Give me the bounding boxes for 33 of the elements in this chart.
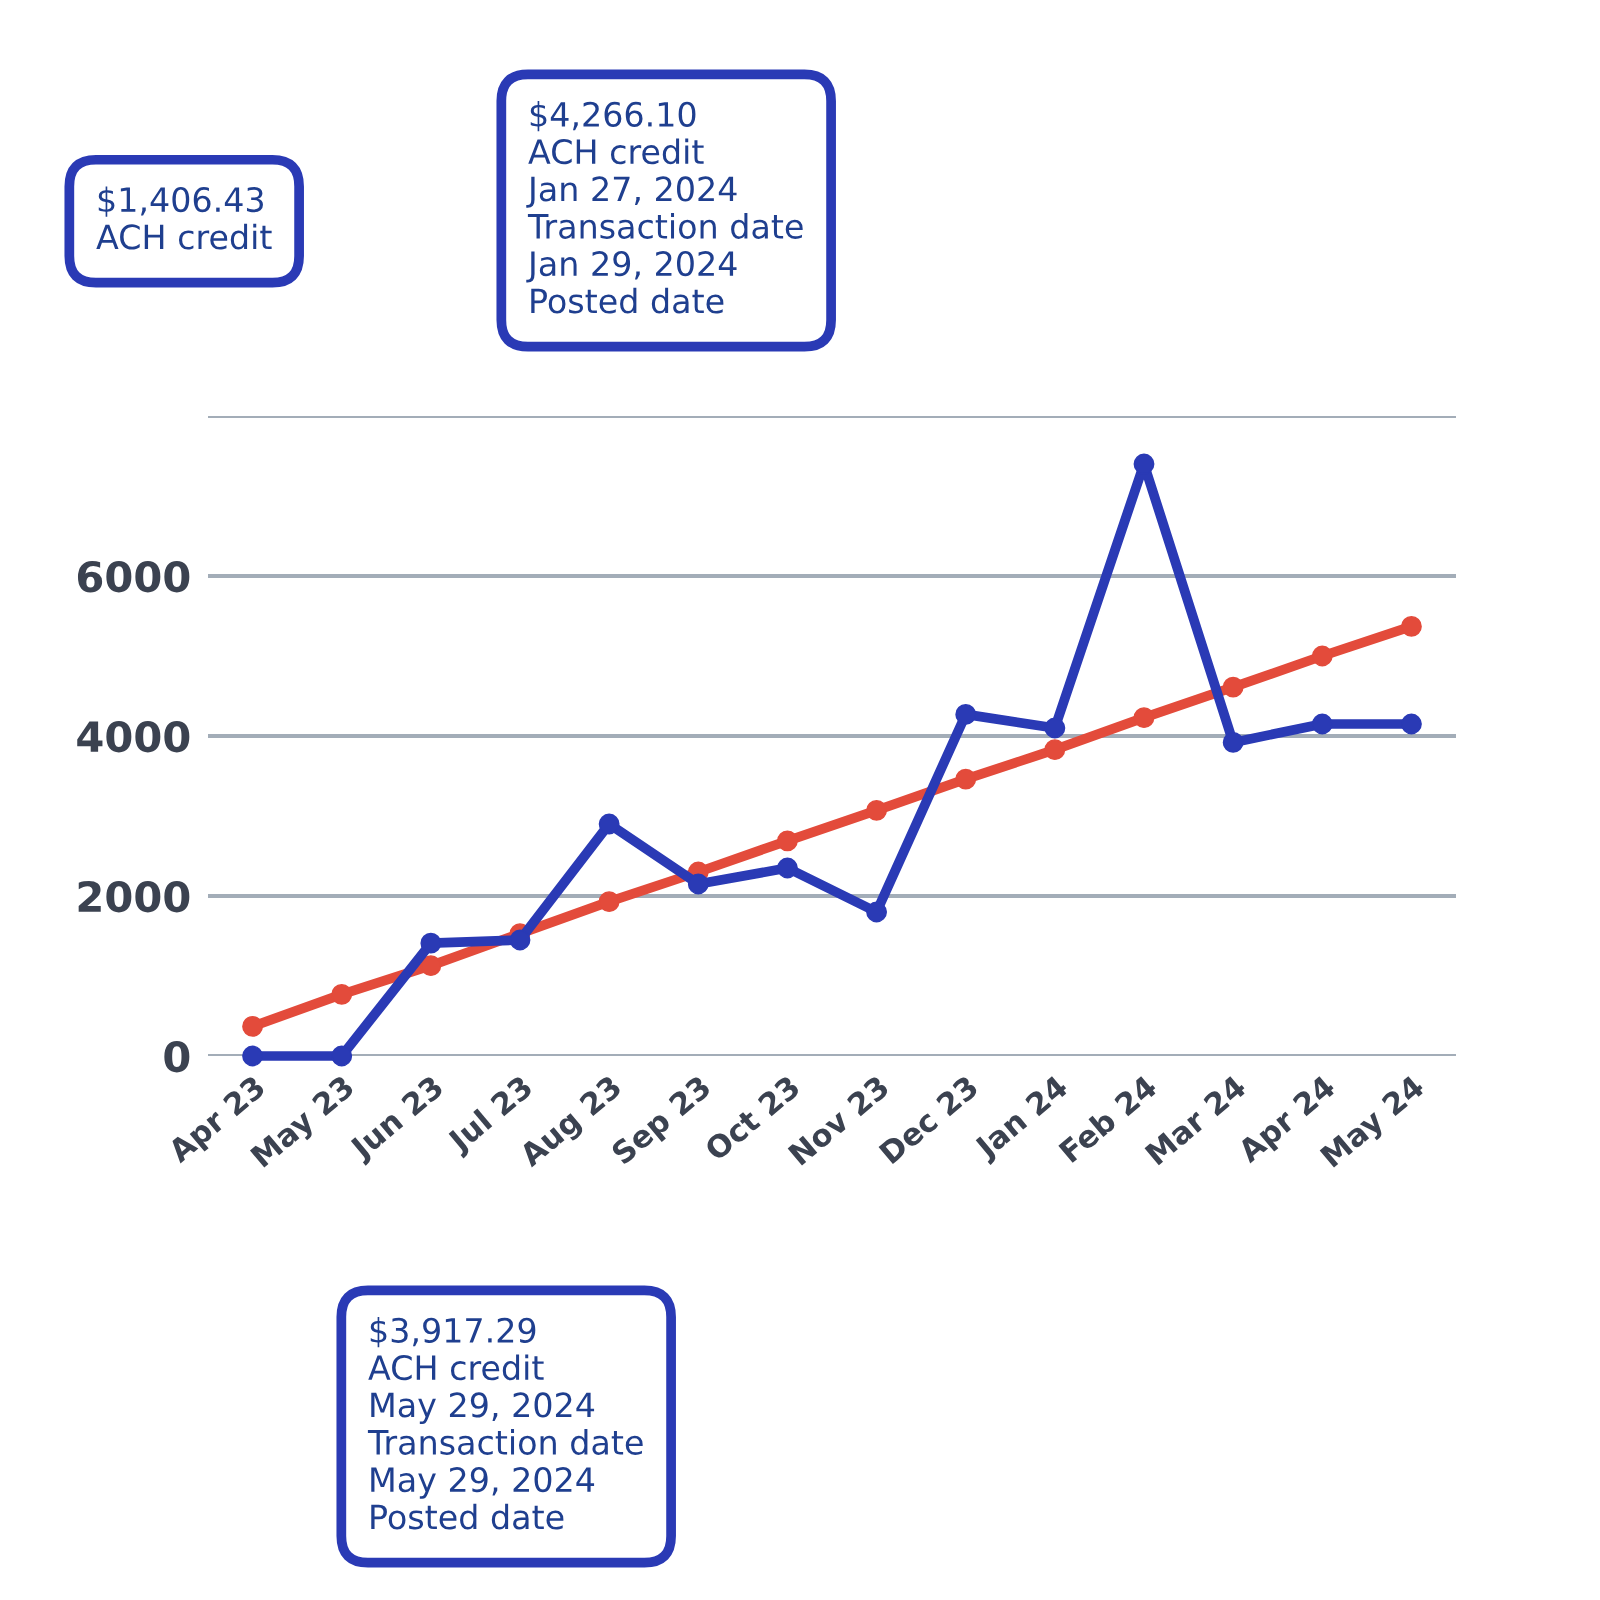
point — [1401, 615, 1422, 637]
text: $4,266.10 ACH credit Jan 27, 2024 Transaction date Jan 29, 2024 Posted date — [526, 101, 803, 314]
point — [242, 1045, 263, 1067]
point — [777, 857, 798, 879]
point — [1311, 645, 1333, 667]
point — [598, 813, 620, 835]
point — [955, 768, 977, 790]
point — [331, 1045, 353, 1067]
text: $3,917.29 ACH credit May 29, 2024 Transaction date May 29, 2024 Posted date — [367, 1317, 643, 1530]
point — [331, 983, 353, 1005]
point — [866, 901, 887, 923]
y-tick-label: 2000 — [78, 880, 190, 913]
point — [1044, 717, 1066, 739]
y-tick-label: 0 — [164, 1040, 190, 1073]
point — [420, 955, 442, 977]
point — [1311, 713, 1333, 735]
point — [598, 891, 620, 913]
point — [777, 830, 798, 852]
point — [1222, 676, 1244, 698]
y-tick-label: 4000 — [77, 720, 190, 753]
y-tick-label: 6000 — [77, 560, 190, 593]
point — [1401, 713, 1422, 735]
point — [1044, 739, 1066, 761]
point — [1222, 731, 1244, 753]
point — [866, 799, 887, 821]
point — [1133, 707, 1155, 729]
point — [1133, 453, 1155, 475]
point — [687, 873, 709, 895]
point — [509, 929, 531, 951]
point — [955, 703, 977, 725]
text: $1,406.43 ACH credit — [96, 186, 272, 250]
point — [420, 932, 442, 954]
point — [242, 1015, 263, 1037]
